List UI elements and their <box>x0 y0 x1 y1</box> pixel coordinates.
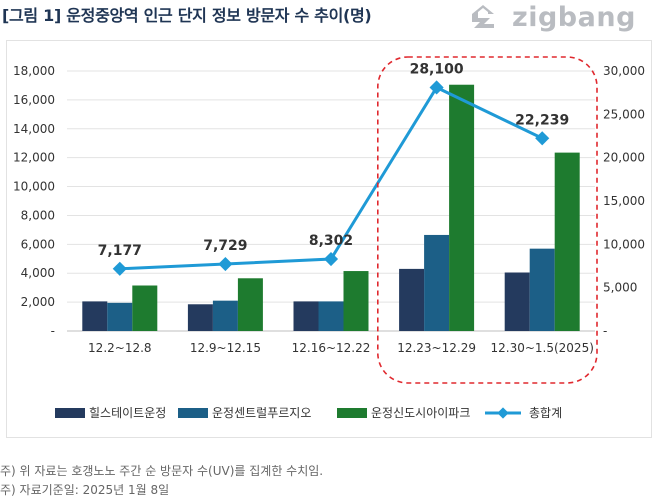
x-tick-label: 12.9~12.15 <box>190 341 261 355</box>
total-point <box>323 251 339 267</box>
chart-title: [그림 1] 운정중앙역 인근 단지 정보 방문자 수 추이(명) <box>2 6 372 25</box>
y-left-tick-label: 10,000 <box>13 180 55 194</box>
legend-label: 힐스테이트운정 <box>89 406 166 420</box>
logo-text: zigbang <box>512 1 636 33</box>
bar-3 <box>237 278 263 331</box>
bar-3 <box>343 271 369 331</box>
bar-1 <box>293 301 319 331</box>
x-tick-label: 12.2~12.8 <box>88 341 152 355</box>
total-point <box>535 131 550 146</box>
zigbang-logo: zigbang <box>468 0 636 34</box>
y-left-tick-label: 12,000 <box>13 151 55 165</box>
x-tick-label: 12.23~12.29 <box>397 341 476 355</box>
y-left-tick-label: 18,000 <box>13 64 55 78</box>
bar-1 <box>504 272 530 331</box>
y-left-tick-label: 2,000 <box>21 295 55 309</box>
footnote-source: 주) 위 자료는 호갱노노 주간 순 방문자 수(UV)를 집계한 수치임. <box>0 464 324 478</box>
total-point <box>112 261 127 276</box>
highlight-box <box>376 56 598 384</box>
y-right-tick-label: 30,000 <box>603 64 645 78</box>
total-data-label: 22,239 <box>515 112 569 128</box>
y-left-tick-label: 6,000 <box>21 237 55 251</box>
bar-3 <box>554 152 580 331</box>
bar-2 <box>529 248 555 331</box>
zigbang-house-icon <box>472 5 494 28</box>
y-right-tick-label: 10,000 <box>603 237 645 251</box>
legend-swatch <box>178 408 208 418</box>
chart-panel: - 2,000 4,000 6,000 8,000 10,000 12,000 14,000 1… <box>6 40 652 438</box>
total-data-label: 8,302 <box>309 233 353 249</box>
legend-label: 운정센트럴푸르지오 <box>212 406 311 420</box>
y-left-tick-label: 16,000 <box>13 93 55 107</box>
legend-label: 총합계 <box>529 406 562 420</box>
total-point <box>429 80 444 95</box>
total-data-label: 7,729 <box>203 238 247 254</box>
y-left-tick-label: 4,000 <box>21 266 55 280</box>
footnote-date: 주) 자료기준일: 2025년 1월 8일 <box>0 483 170 497</box>
y-left-tick-label: 8,000 <box>21 208 55 222</box>
bar-2 <box>424 234 450 331</box>
y-right-tick-label: 15,000 <box>603 194 645 208</box>
bar-2 <box>318 301 344 331</box>
legend-swatch <box>55 408 85 418</box>
bar-2 <box>212 300 238 331</box>
bar-1 <box>187 304 213 331</box>
bar-1 <box>82 301 108 331</box>
y-right-tick-label: 5,000 <box>603 281 637 295</box>
legend-label: 운정신도시아이파크 <box>371 406 470 420</box>
y-right-tick-label: 20,000 <box>603 151 645 165</box>
bar-3 <box>132 285 158 331</box>
legend-swatch-marker <box>497 407 509 419</box>
legend-swatch <box>337 408 367 418</box>
total-point <box>218 256 233 272</box>
chart-canvas: - 2,000 4,000 6,000 8,000 10,000 12,000 14,000 1… <box>13 56 645 420</box>
bar-2 <box>107 302 133 331</box>
y-left-tick-label: 14,000 <box>13 122 55 136</box>
y-right-tick-label: 25,000 <box>603 107 645 121</box>
bar-1 <box>399 268 425 331</box>
x-tick-label: 12.16~12.22 <box>292 341 371 355</box>
y-left-tick-label: - <box>51 324 55 338</box>
x-tick-label: 12.30~1.5(2025) <box>490 341 593 355</box>
y-right-tick-label: - <box>603 324 607 338</box>
bar-3 <box>449 84 475 331</box>
total-data-label: 28,100 <box>410 61 464 77</box>
total-data-label: 7,177 <box>98 243 142 259</box>
